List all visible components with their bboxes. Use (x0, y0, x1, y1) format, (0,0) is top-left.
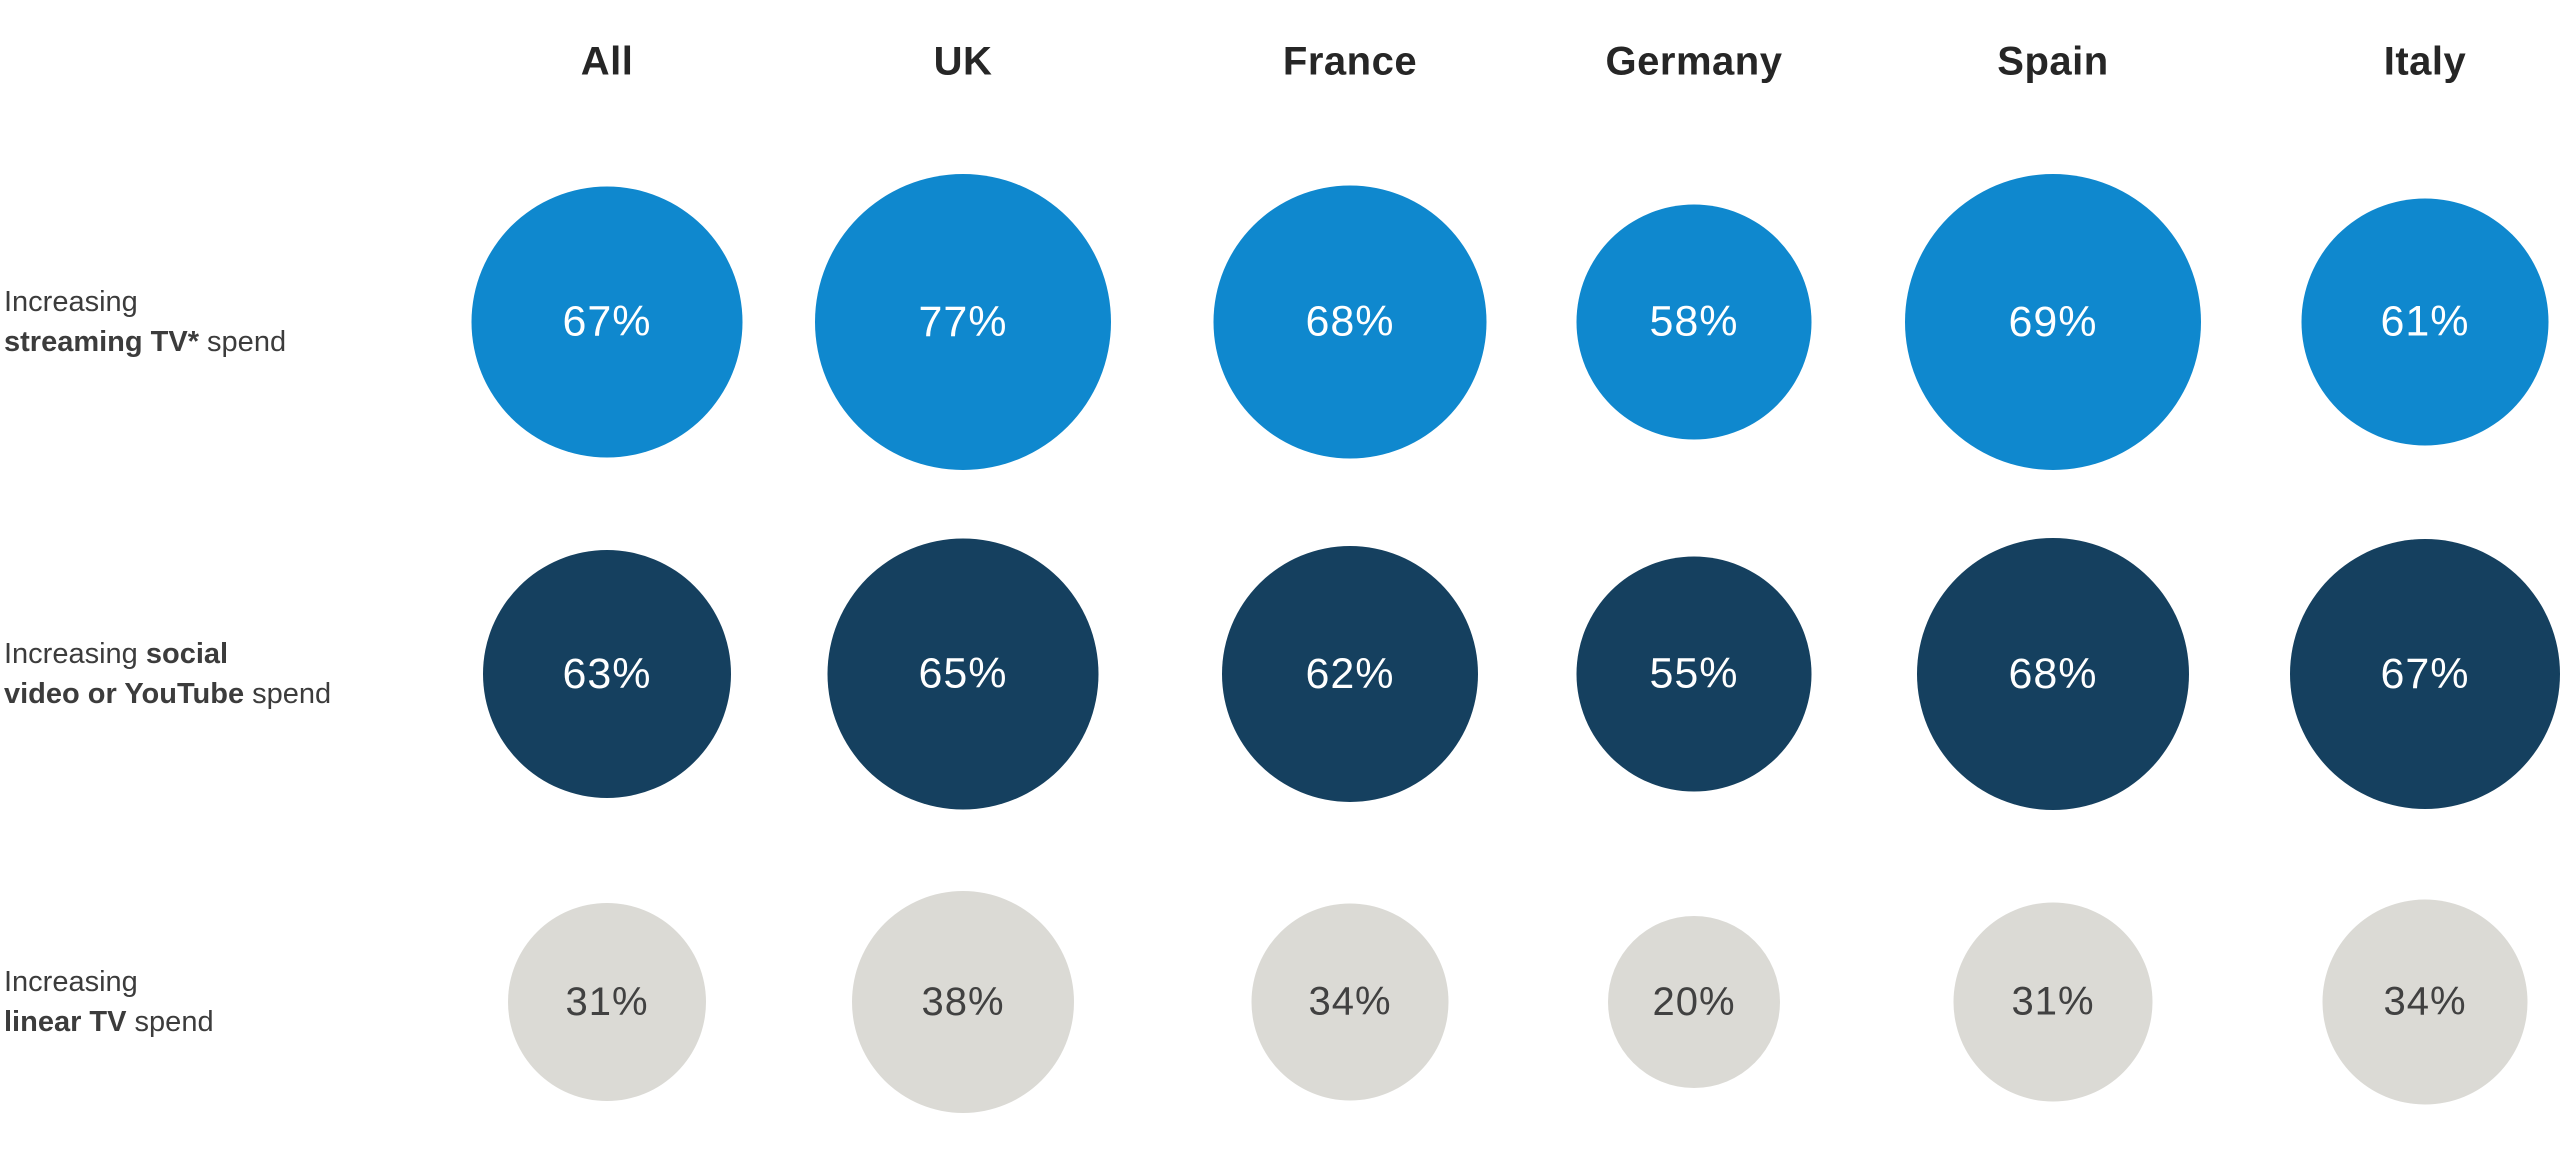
bubble-value: 77% (918, 297, 1008, 346)
row-label-line: Increasing (4, 962, 214, 1002)
row-label-segment-bold: streaming TV* (4, 326, 199, 358)
bubble-france-row1: 62% (1222, 546, 1478, 802)
row-label-segment: spend (244, 678, 332, 710)
bubble-value: 55% (1649, 649, 1739, 698)
bubble-value: 67% (2380, 649, 2470, 698)
bubble-germany-row2: 20% (1608, 916, 1780, 1088)
bubble-value: 31% (2011, 979, 2095, 1024)
bubble-value: 58% (1649, 297, 1739, 346)
row-label-line: video or YouTube spend (4, 674, 331, 714)
bubble-value: 68% (1305, 297, 1395, 346)
bubble-value: 20% (1652, 979, 1736, 1024)
row-label-segment: Increasing (4, 286, 138, 318)
bubble-value: 34% (1308, 979, 1392, 1024)
row-label-segment-bold: social (145, 638, 229, 670)
bubble-value: 34% (2383, 979, 2467, 1024)
bubble-spain-row0: 69% (1905, 174, 2201, 470)
row-label-segment: spend (199, 326, 287, 358)
bubble-france-row0: 68% (1213, 185, 1487, 459)
column-header-france: France (1282, 39, 1418, 84)
column-header-all: All (580, 39, 634, 84)
bubble-germany-row1: 55% (1576, 556, 1812, 792)
column-header-germany: Germany (1605, 39, 1783, 84)
column-header-uk: UK (933, 39, 993, 84)
row-label-segment: Increasing (4, 638, 146, 670)
bubble-value: 69% (2008, 297, 2098, 346)
row-label-segment: spend (126, 1006, 214, 1038)
bubble-value: 68% (2008, 649, 2098, 698)
row-label-line: Increasing (4, 282, 286, 322)
row-label-segment-bold: video or YouTube (4, 678, 245, 710)
row-label-2: Increasing linear TV spend (4, 962, 214, 1042)
bubble-value: 65% (918, 649, 1008, 698)
row-label-line: linear TV spend (4, 1002, 214, 1042)
row-label-0: Increasing streaming TV* spend (4, 282, 286, 362)
bubble-uk-row2: 38% (852, 891, 1074, 1113)
bubble-value: 38% (921, 979, 1005, 1024)
bubble-germany-row0: 58% (1576, 204, 1812, 440)
bubble-italy-row1: 67% (2290, 539, 2560, 809)
bubble-all-row1: 63% (483, 550, 731, 798)
bubble-value: 67% (562, 297, 652, 346)
bubble-france-row2: 34% (1251, 903, 1449, 1101)
row-label-segment: Increasing (4, 966, 138, 998)
bubble-uk-row0: 77% (815, 174, 1111, 470)
bubble-value: 63% (562, 649, 652, 698)
column-header-spain: Spain (1997, 39, 2109, 84)
row-label-line: streaming TV* spend (4, 322, 286, 362)
column-header-italy: Italy (2383, 39, 2467, 84)
bubble-italy-row2: 34% (2322, 899, 2528, 1105)
bubble-value: 31% (565, 979, 649, 1024)
row-label-segment-bold: linear TV (4, 1006, 127, 1038)
row-label-1: Increasing social video or YouTube spend (4, 634, 331, 714)
bubble-spain-row2: 31% (1953, 902, 2153, 1102)
bubble-spain-row1: 68% (1917, 538, 2189, 810)
bubble-italy-row0: 61% (2301, 198, 2549, 446)
bubble-value: 62% (1305, 649, 1395, 698)
bubble-value: 61% (2380, 297, 2470, 346)
bubble-uk-row1: 65% (827, 538, 1099, 810)
bubble-all-row2: 31% (508, 903, 706, 1101)
row-label-line: Increasing social (4, 634, 331, 674)
bubble-all-row0: 67% (471, 186, 743, 458)
